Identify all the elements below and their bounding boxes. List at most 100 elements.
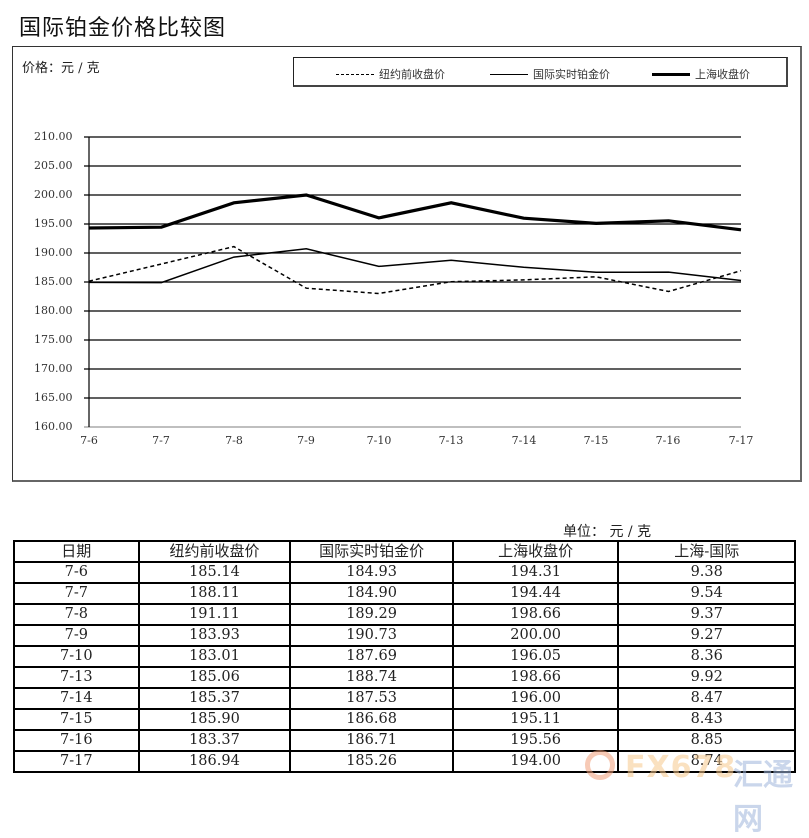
column-header-spread: 上海-国际 <box>617 540 796 563</box>
table-body: 7-6 185.14 184.93 194.31 9.38 7-7 188.11 184.90… <box>13 561 796 773</box>
cell-date: 7-8 <box>13 603 140 626</box>
cell-international: 187.53 <box>289 687 454 710</box>
table-row: 7-8 191.11 189.29 198.66 9.37 <box>13 603 796 626</box>
cell-shanghai: 198.66 <box>451 666 620 689</box>
column-header-date: 日期 <box>13 540 140 563</box>
dashed-line-swatch-icon <box>336 73 374 75</box>
y-tick-label: 180.00 <box>34 304 73 317</box>
cell-date: 7-17 <box>13 750 140 773</box>
table-row: 7-16 183.37 186.71 195.56 8.85 <box>13 729 796 752</box>
y-tick-label: 200.00 <box>34 188 73 201</box>
cell-date: 7-10 <box>13 645 140 668</box>
cell-newyork: 185.90 <box>137 708 292 731</box>
cell-newyork: 185.14 <box>137 561 292 584</box>
legend-label: 纽约前收盘价 <box>379 68 445 81</box>
y-tick-label: 160.00 <box>34 420 73 433</box>
cell-date: 7-6 <box>13 561 140 584</box>
x-tick-label: 7-6 <box>80 434 98 447</box>
cell-date: 7-15 <box>13 708 140 731</box>
cell-spread: 8.47 <box>617 687 796 710</box>
x-tick-label: 7-16 <box>655 434 681 447</box>
cell-international: 185.26 <box>289 750 454 773</box>
table-row: 7-14 185.37 187.53 196.00 8.47 <box>13 687 796 710</box>
y-tick-label: 170.00 <box>34 362 73 375</box>
column-header-newyork: 纽约前收盘价 <box>137 540 292 563</box>
cell-date: 7-9 <box>13 624 140 647</box>
cell-newyork: 188.11 <box>137 582 292 605</box>
y-tick-label: 185.00 <box>34 275 73 288</box>
cell-spread: 9.27 <box>617 624 796 647</box>
x-tick-label: 7-14 <box>511 434 537 447</box>
legend-item-international: 国际实时铂金价 <box>490 66 610 82</box>
x-tick-label: 7-9 <box>297 434 315 447</box>
cell-shanghai: 195.11 <box>451 708 620 731</box>
page-title: 国际铂金价格比较图 <box>19 16 227 41</box>
table-row: 7-13 185.06 188.74 198.66 9.92 <box>13 666 796 689</box>
cell-shanghai: 196.00 <box>451 687 620 710</box>
x-tick-label: 7-7 <box>152 434 170 447</box>
cell-spread: 9.54 <box>617 582 796 605</box>
legend-label: 上海收盘价 <box>695 68 750 81</box>
cell-spread: 8.43 <box>617 708 796 731</box>
cell-newyork: 186.94 <box>137 750 292 773</box>
table-row: 7-9 183.93 190.73 200.00 9.27 <box>13 624 796 647</box>
cell-international: 184.93 <box>289 561 454 584</box>
cell-date: 7-14 <box>13 687 140 710</box>
cell-spread: 8.74 <box>617 750 796 773</box>
column-header-shanghai: 上海收盘价 <box>451 540 620 563</box>
legend-item-shanghai: 上海收盘价 <box>652 66 750 82</box>
chart-frame <box>12 46 802 482</box>
cell-newyork: 185.37 <box>137 687 292 710</box>
cell-spread: 9.92 <box>617 666 796 689</box>
legend-item-newyork: 纽约前收盘价 <box>336 66 445 82</box>
table-unit-label: 单位： 元 / 克 <box>563 524 652 540</box>
y-tick-label: 165.00 <box>34 391 73 404</box>
y-tick-label: 175.00 <box>34 333 73 346</box>
x-tick-label: 7-15 <box>583 434 609 447</box>
price-table: 日期 纽约前收盘价 国际实时铂金价 上海收盘价 上海-国际 7-6 185.14 1… <box>13 540 796 773</box>
cell-shanghai: 200.00 <box>451 624 620 647</box>
cell-newyork: 191.11 <box>137 603 292 626</box>
cell-international: 184.90 <box>289 582 454 605</box>
cell-international: 186.68 <box>289 708 454 731</box>
cell-newyork: 185.06 <box>137 666 292 689</box>
cell-shanghai: 198.66 <box>451 603 620 626</box>
table-row: 7-6 185.14 184.93 194.31 9.38 <box>13 561 796 584</box>
cell-shanghai: 194.44 <box>451 582 620 605</box>
line-chart-plot <box>84 136 742 428</box>
table-row: 7-17 186.94 185.26 194.00 8.74 <box>13 750 796 773</box>
cell-newyork: 183.01 <box>137 645 292 668</box>
thin-line-swatch-icon <box>490 73 528 75</box>
column-header-international: 国际实时铂金价 <box>289 540 454 563</box>
x-tick-label: 7-17 <box>728 434 754 447</box>
cell-newyork: 183.37 <box>137 729 292 752</box>
x-tick-label: 7-13 <box>438 434 464 447</box>
cell-spread: 8.36 <box>617 645 796 668</box>
cell-international: 190.73 <box>289 624 454 647</box>
y-tick-label: 205.00 <box>34 159 73 172</box>
legend-label: 国际实时铂金价 <box>533 68 610 81</box>
cell-spread: 9.37 <box>617 603 796 626</box>
series-shanghai-line <box>88 193 742 232</box>
cell-shanghai: 195.56 <box>451 729 620 752</box>
table-row: 7-7 188.11 184.90 194.44 9.54 <box>13 582 796 605</box>
table-header-row: 日期 纽约前收盘价 国际实时铂金价 上海收盘价 上海-国际 <box>13 540 796 563</box>
series-newyork-line <box>88 245 742 295</box>
y-tick-label: 190.00 <box>34 246 73 259</box>
cell-date: 7-16 <box>13 729 140 752</box>
cell-international: 187.69 <box>289 645 454 668</box>
cell-international: 186.71 <box>289 729 454 752</box>
y-tick-label: 195.00 <box>34 217 73 230</box>
cell-shanghai: 196.05 <box>451 645 620 668</box>
table-row: 7-10 183.01 187.69 196.05 8.36 <box>13 645 796 668</box>
cell-international: 189.29 <box>289 603 454 626</box>
chart-y-unit-label: 价格：元 / 克 <box>22 61 100 76</box>
chart-legend: 纽约前收盘价 国际实时铂金价 上海收盘价 <box>293 57 788 87</box>
cell-date: 7-13 <box>13 666 140 689</box>
cell-spread: 9.38 <box>617 561 796 584</box>
table-row: 7-15 185.90 186.68 195.11 8.43 <box>13 708 796 731</box>
cell-shanghai: 194.00 <box>451 750 620 773</box>
y-tick-label: 210.00 <box>34 130 73 143</box>
cell-shanghai: 194.31 <box>451 561 620 584</box>
cell-newyork: 183.93 <box>137 624 292 647</box>
